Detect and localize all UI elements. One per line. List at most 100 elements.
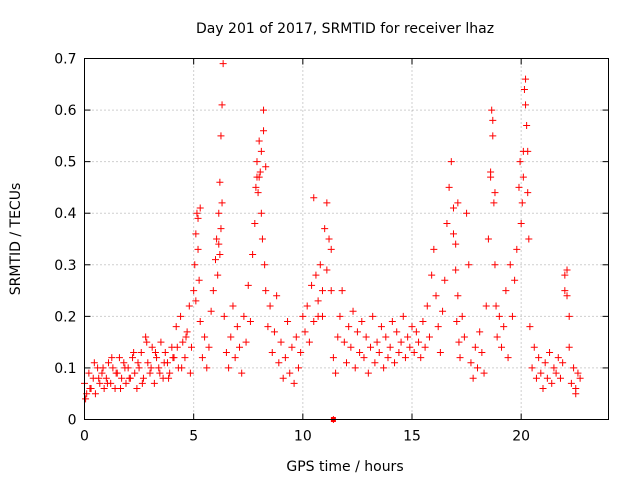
data-point bbox=[249, 250, 257, 258]
data-point bbox=[150, 379, 158, 387]
data-point bbox=[195, 276, 203, 284]
data-point bbox=[137, 348, 145, 356]
data-point bbox=[260, 127, 268, 135]
data-point bbox=[183, 328, 191, 336]
data-point bbox=[301, 328, 309, 336]
data-point bbox=[535, 354, 543, 362]
data-point bbox=[364, 369, 372, 377]
data-point bbox=[215, 240, 223, 248]
data-point bbox=[425, 333, 433, 341]
data-point bbox=[273, 292, 281, 300]
data-point bbox=[260, 106, 268, 114]
data-point bbox=[382, 333, 390, 341]
data-point bbox=[262, 287, 270, 295]
data-point bbox=[86, 385, 94, 393]
data-point bbox=[323, 199, 331, 207]
x-axis: 0 5 10 15 20 bbox=[80, 58, 530, 445]
data-point bbox=[219, 60, 227, 68]
data-point bbox=[95, 374, 103, 382]
data-point bbox=[572, 390, 580, 398]
data-point bbox=[185, 302, 193, 310]
data-point bbox=[292, 333, 300, 341]
data-point bbox=[160, 359, 168, 367]
data-point bbox=[196, 318, 204, 326]
data-point bbox=[142, 333, 150, 341]
data-point bbox=[561, 271, 569, 279]
data-point bbox=[310, 318, 318, 326]
data-point bbox=[261, 261, 269, 269]
data-point bbox=[530, 343, 538, 351]
data-point bbox=[356, 348, 364, 356]
data-point bbox=[524, 189, 532, 197]
data-point bbox=[453, 318, 461, 326]
data-point bbox=[406, 343, 414, 351]
y-tick-label: 0 bbox=[68, 413, 77, 429]
data-point bbox=[493, 333, 501, 341]
data-point bbox=[225, 364, 233, 372]
y-tick-label: 0.2 bbox=[54, 309, 76, 325]
data-point bbox=[253, 158, 261, 166]
data-point bbox=[498, 343, 506, 351]
data-point bbox=[345, 323, 353, 331]
data-point bbox=[491, 189, 499, 197]
data-point bbox=[467, 359, 475, 367]
data-point bbox=[524, 147, 532, 155]
data-point bbox=[528, 364, 536, 372]
data-point bbox=[310, 194, 318, 202]
data-point bbox=[334, 333, 342, 341]
data-point bbox=[329, 354, 337, 362]
data-point bbox=[502, 287, 510, 295]
data-point bbox=[469, 374, 477, 382]
data-point bbox=[244, 281, 252, 289]
data-point bbox=[182, 333, 190, 341]
data-point bbox=[129, 354, 137, 362]
data-point bbox=[380, 364, 388, 372]
data-point bbox=[181, 354, 189, 362]
data-point bbox=[194, 245, 202, 253]
data-point bbox=[115, 354, 123, 362]
data-point bbox=[290, 379, 298, 387]
data-point bbox=[517, 220, 525, 228]
data-point bbox=[165, 374, 173, 382]
data-point bbox=[255, 173, 263, 181]
data-point bbox=[515, 183, 523, 191]
data-point bbox=[449, 230, 457, 238]
data-point bbox=[504, 354, 512, 362]
data-point bbox=[264, 323, 272, 331]
data-point bbox=[85, 369, 93, 377]
data-point bbox=[565, 343, 573, 351]
data-point bbox=[478, 348, 486, 356]
data-point bbox=[419, 318, 427, 326]
data-point bbox=[490, 199, 498, 207]
data-point bbox=[281, 354, 289, 362]
data-point bbox=[384, 354, 392, 362]
data-point bbox=[358, 318, 366, 326]
data-point bbox=[156, 369, 164, 377]
data-point bbox=[367, 343, 375, 351]
data-point bbox=[488, 106, 496, 114]
data-point bbox=[220, 312, 228, 320]
data-point bbox=[338, 287, 346, 295]
data-point bbox=[196, 204, 204, 212]
data-point bbox=[353, 328, 361, 336]
data-point bbox=[187, 343, 195, 351]
data-point bbox=[305, 338, 313, 346]
data-point bbox=[147, 364, 155, 372]
data-point bbox=[233, 323, 241, 331]
data-point bbox=[318, 287, 326, 295]
data-point bbox=[99, 364, 107, 372]
data-point bbox=[373, 338, 381, 346]
data-point bbox=[100, 385, 108, 393]
data-point bbox=[460, 333, 468, 341]
data-point bbox=[576, 374, 584, 382]
data-point bbox=[288, 343, 296, 351]
data-point bbox=[336, 312, 344, 320]
data-point bbox=[443, 220, 451, 228]
data-point bbox=[522, 75, 530, 83]
data-point bbox=[205, 343, 213, 351]
data-point bbox=[489, 116, 497, 124]
data-point bbox=[471, 343, 479, 351]
data-point bbox=[399, 312, 407, 320]
data-point bbox=[257, 147, 265, 155]
data-point bbox=[340, 338, 348, 346]
